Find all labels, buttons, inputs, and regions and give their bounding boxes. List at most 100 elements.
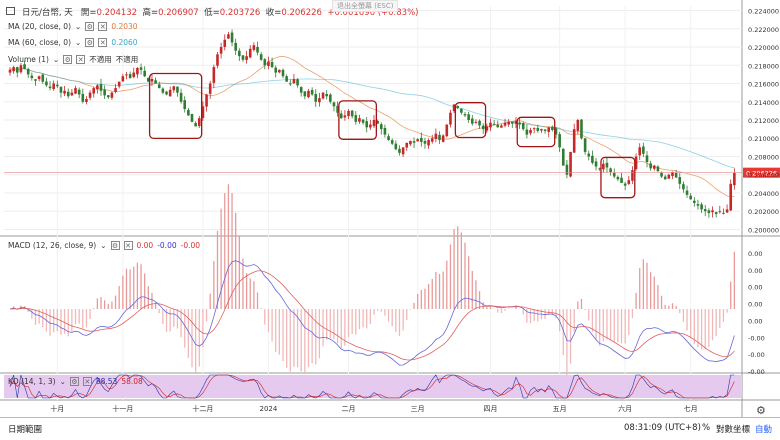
ma20-label: MA (20, close, 0)	[8, 22, 72, 31]
candle-body	[561, 148, 565, 166]
candle-body	[587, 153, 591, 157]
candle-body	[525, 129, 529, 135]
price-tick-label: 0.216000	[748, 81, 779, 89]
candle-body	[321, 92, 325, 99]
kd-band	[4, 375, 742, 398]
low-value: 0.203726	[219, 8, 261, 18]
settings-icon[interactable]: ⚙	[69, 377, 79, 386]
candle-body	[434, 133, 438, 139]
candle-body	[194, 122, 197, 127]
close-icon[interactable]: ✕	[98, 38, 108, 47]
candle-body	[318, 98, 321, 103]
ma20-legend[interactable]: MA (20, close, 0) ⌄ ⚙ ✕ 0.2030	[8, 22, 138, 31]
close-icon[interactable]: ✕	[82, 377, 92, 386]
highlight-box	[338, 100, 378, 140]
highlight-box	[600, 156, 636, 199]
candle-body	[12, 67, 15, 72]
candle-body	[543, 129, 547, 131]
candle-body	[449, 112, 452, 125]
price-tick-label: 0.218000	[748, 62, 779, 70]
candle-body	[714, 212, 718, 214]
candle-body	[536, 127, 540, 131]
candle-body	[409, 140, 412, 145]
candle-body	[474, 121, 478, 123]
candle-body	[201, 106, 205, 119]
macd-signal-line	[9, 270, 735, 361]
candle-body	[518, 122, 521, 125]
settings-icon[interactable]: ⚙	[63, 55, 73, 64]
macd-tick-label: 0.00	[748, 284, 762, 292]
candle-body	[358, 118, 361, 122]
kd-legend[interactable]: KD (14, 1, 3) ⌄ ⚙ ✕ 88.53 58.08	[8, 377, 143, 386]
macd-tick-label: 0.00	[748, 250, 762, 258]
candle-body	[623, 183, 627, 186]
time-tick-label: 十一月	[112, 404, 133, 413]
candle-body	[92, 88, 96, 94]
chevron-down-icon[interactable]: ⌄	[52, 55, 60, 64]
settings-icon[interactable]: ⚙	[110, 241, 120, 250]
close-label: 收	[265, 8, 275, 18]
candle-body	[507, 121, 510, 125]
gear-icon[interactable]: ⚙	[756, 404, 766, 417]
symbol-icon[interactable]	[6, 7, 15, 15]
log-scale-button[interactable]: 對數坐標	[716, 425, 751, 435]
candle-body	[594, 161, 598, 167]
candle-body	[532, 128, 536, 130]
candle-body	[682, 184, 685, 190]
candle-body	[485, 126, 489, 131]
candle-body	[245, 56, 248, 60]
chevron-down-icon[interactable]: ⌄	[75, 38, 82, 47]
close-icon[interactable]: ✕	[98, 22, 108, 31]
settings-icon[interactable]: ⚙	[85, 22, 95, 31]
candle-body	[707, 210, 711, 214]
candle-body	[263, 59, 267, 66]
percent-scale-button[interactable]: %	[702, 423, 711, 433]
candle-body	[591, 155, 594, 163]
ma60-legend[interactable]: MA (60, close, 0) ⌄ ⚙ ✕ 0.2060	[8, 38, 138, 47]
candle-body	[223, 39, 227, 47]
candle-body	[612, 172, 616, 177]
time-tick-label: 二月	[342, 405, 356, 413]
candle-body	[427, 140, 430, 146]
candle-body	[132, 72, 136, 77]
candle-body	[307, 90, 310, 98]
candle-body	[230, 32, 234, 43]
candle-body	[310, 89, 314, 95]
candle-body	[631, 170, 634, 181]
candle-body	[70, 92, 74, 96]
last-price-label: 0.206226	[746, 170, 777, 178]
candle-body	[281, 69, 285, 77]
auto-scale-button[interactable]: 自動	[755, 425, 773, 435]
exit-fullscreen-hint[interactable]: 退出全螢幕 (ESC)	[332, 0, 399, 12]
candle-body	[438, 134, 441, 141]
candle-body	[598, 168, 601, 170]
chevron-down-icon[interactable]: ⌄	[100, 241, 107, 250]
candle-body	[103, 89, 106, 96]
candle-body	[216, 54, 219, 66]
macd-legend[interactable]: MACD (12, 26, close, 9) ⌄ ⚙ ✕ 0.00 -0.00…	[8, 241, 200, 250]
candle-body	[430, 138, 434, 142]
volume-legend[interactable]: Volume (1) ⌄ ⚙ ✕ 不適用 不適用	[8, 54, 138, 65]
candle-body	[241, 55, 245, 60]
date-range-button[interactable]: 日期範圍	[8, 425, 43, 435]
candle-body	[638, 147, 642, 156]
candle-body	[642, 146, 645, 154]
chevron-down-icon[interactable]: ⌄	[75, 22, 82, 31]
chevron-down-icon[interactable]: ⌄	[59, 377, 66, 386]
close-icon[interactable]: ✕	[123, 241, 133, 250]
candle-body	[441, 135, 445, 142]
candle-body	[503, 122, 507, 126]
settings-icon[interactable]: ⚙	[85, 38, 95, 47]
candle-body	[565, 164, 569, 175]
price-tick-label: 0.222000	[748, 26, 779, 34]
candle-body	[725, 209, 729, 213]
candle-body	[547, 127, 551, 132]
kd-d-value: 58.08	[121, 377, 143, 386]
candle-body	[187, 109, 190, 116]
volume-value: 不適用	[89, 55, 112, 64]
price-tick-label: 0.200000	[748, 226, 779, 234]
close-icon[interactable]: ✕	[76, 55, 86, 64]
candle-body	[663, 176, 667, 180]
macd-tick-label: -0.00	[748, 368, 765, 376]
